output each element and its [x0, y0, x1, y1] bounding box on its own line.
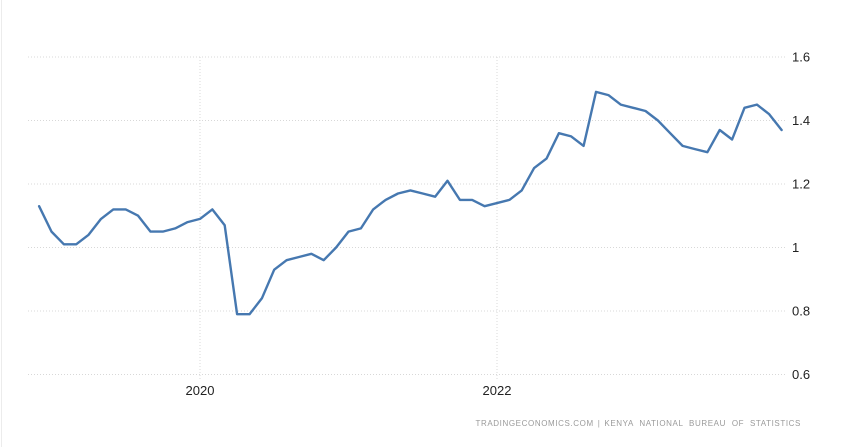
y-axis-tick-label: 1.4 [792, 113, 810, 128]
attribution-separator: | [597, 419, 601, 428]
vertical-gridlines [199, 57, 498, 380]
y-axis-tick-label: 1.2 [792, 177, 810, 192]
series-line[interactable] [37, 90, 783, 316]
widget-left-border [1, 0, 2, 447]
x-axis-tick-label: 2020 [186, 383, 215, 398]
y-axis-tick-label: 1 [792, 240, 799, 255]
attribution: TRADINGECONOMICS.COM | KENYA NATIONAL BURE… [475, 419, 801, 428]
horizontal-gridlines [28, 56, 786, 375]
x-axis-tick-label: 2022 [483, 383, 512, 398]
x-axis-labels: 2020 2022 [186, 383, 512, 398]
attribution-source-link[interactable]: TRADINGECONOMICS.COM [475, 419, 594, 428]
y-axis-tick-label: 0.6 [792, 367, 810, 382]
attribution-provider: KENYA NATIONAL BUREAU OF STATISTICS [604, 419, 801, 428]
y-axis-tick-label: 1.6 [792, 50, 810, 65]
y-axis-labels: 1.6 1.4 1.2 1 0.8 0.6 [792, 50, 810, 383]
y-axis-tick-label: 0.8 [792, 304, 810, 319]
